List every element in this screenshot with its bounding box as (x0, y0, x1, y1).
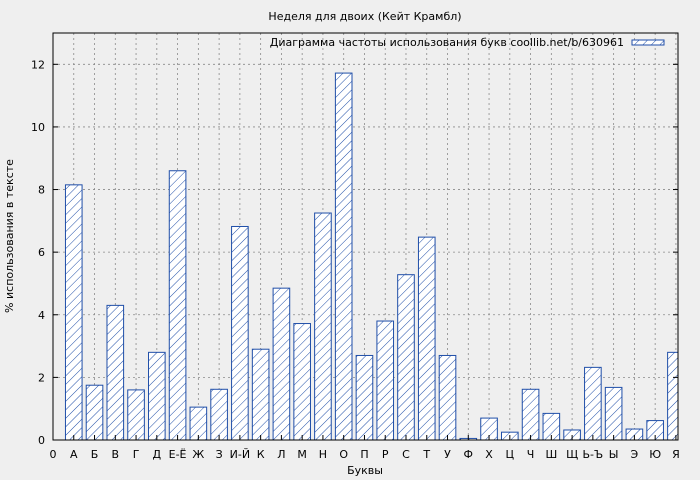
bar-Ь-Ъ (584, 366, 602, 441)
x-tick-label: Ф (464, 448, 473, 461)
x-tick-label: Щ (566, 448, 578, 461)
x-tick-label: У (444, 448, 451, 461)
plot-frame (52, 32, 679, 441)
x-tick-label: В (112, 448, 120, 461)
y-tick-label: 0 (38, 434, 45, 447)
bar-У (438, 354, 457, 441)
x-tick-label: М (297, 448, 307, 461)
x-axis-ticks: 0 А Б В Г Д Е-Ё Ж З И-Й К Л М Н О П Р С Т У Ф Х Ц Ч Ш Щ Ь-Ъ Ы Э Ю Я (50, 435, 680, 461)
bar-А (64, 184, 83, 441)
bars (64, 72, 679, 441)
x-tick-label: С (402, 448, 410, 461)
x-tick-label: Ш (545, 448, 557, 461)
x-tick-label: К (257, 448, 265, 461)
bar-Б (85, 384, 104, 441)
bar-П (355, 354, 374, 441)
y-tick-label: 2 (38, 371, 45, 384)
x-tick-label: Ь-Ъ (583, 448, 604, 461)
x-tick-label: О (339, 448, 348, 461)
bar-К (251, 348, 270, 441)
bar-Т (417, 236, 436, 441)
x-tick-label: Г (133, 448, 140, 461)
x-tick-label: Н (319, 448, 327, 461)
y-axis-ticks: 0 2 4 6 8 10 12 (31, 58, 678, 447)
y-tick-label: 4 (38, 309, 45, 322)
x-tick-label: Д (153, 448, 162, 461)
x-tick-label: Б (91, 448, 99, 461)
x-tick-label: Ю (649, 448, 661, 461)
x-tick-label: Ж (192, 448, 204, 461)
grid-lines (53, 33, 678, 440)
bar-В (106, 304, 125, 441)
y-tick-label: 12 (31, 58, 45, 71)
bar-Ы (604, 386, 623, 441)
x-tick-label: Р (382, 448, 389, 461)
legend: Диаграмма частоты использования букв coo… (270, 36, 665, 49)
bar-М (293, 323, 311, 441)
y-tick-label: 6 (38, 246, 45, 259)
y-axis-title: % использования в тексте (3, 159, 16, 313)
bar-Г (127, 389, 145, 441)
legend-label: Диаграмма частоты использования букв coo… (270, 36, 624, 49)
bar-Н (314, 212, 332, 441)
bar-З (210, 388, 228, 441)
bar-С (397, 274, 415, 441)
x-tick-label: Ч (527, 448, 535, 461)
x-tick-label: З (216, 448, 223, 461)
bar-О (334, 72, 353, 441)
chart-title: Неделя для двоих (Кейт Крамбл) (268, 10, 461, 23)
bar-И-Й (231, 225, 249, 441)
x-tick-label: Ц (506, 448, 515, 461)
bar-Я (667, 351, 679, 441)
x-tick-label-origin: 0 (50, 448, 57, 461)
x-axis-title: Буквы (347, 464, 383, 477)
y-tick-label: 8 (38, 184, 45, 197)
bar-Ч (521, 388, 540, 441)
bar-Д (148, 351, 166, 441)
x-tick-label: Е-Ё (169, 448, 187, 461)
y-tick-label: 10 (31, 121, 45, 134)
x-tick-label: И-Й (230, 448, 250, 461)
x-tick-label: Я (672, 448, 680, 461)
x-tick-label: Э (631, 448, 639, 461)
x-tick-label: Т (422, 448, 430, 461)
x-tick-label: А (70, 448, 78, 461)
x-tick-label: Х (485, 448, 493, 461)
bar-Л (272, 287, 291, 441)
x-tick-label: П (360, 448, 368, 461)
x-tick-label: Ы (609, 448, 619, 461)
x-tick-label: Л (277, 448, 285, 461)
bar-Р (376, 320, 395, 441)
bar-Е-Ё (168, 170, 187, 441)
legend-swatch (631, 39, 665, 46)
